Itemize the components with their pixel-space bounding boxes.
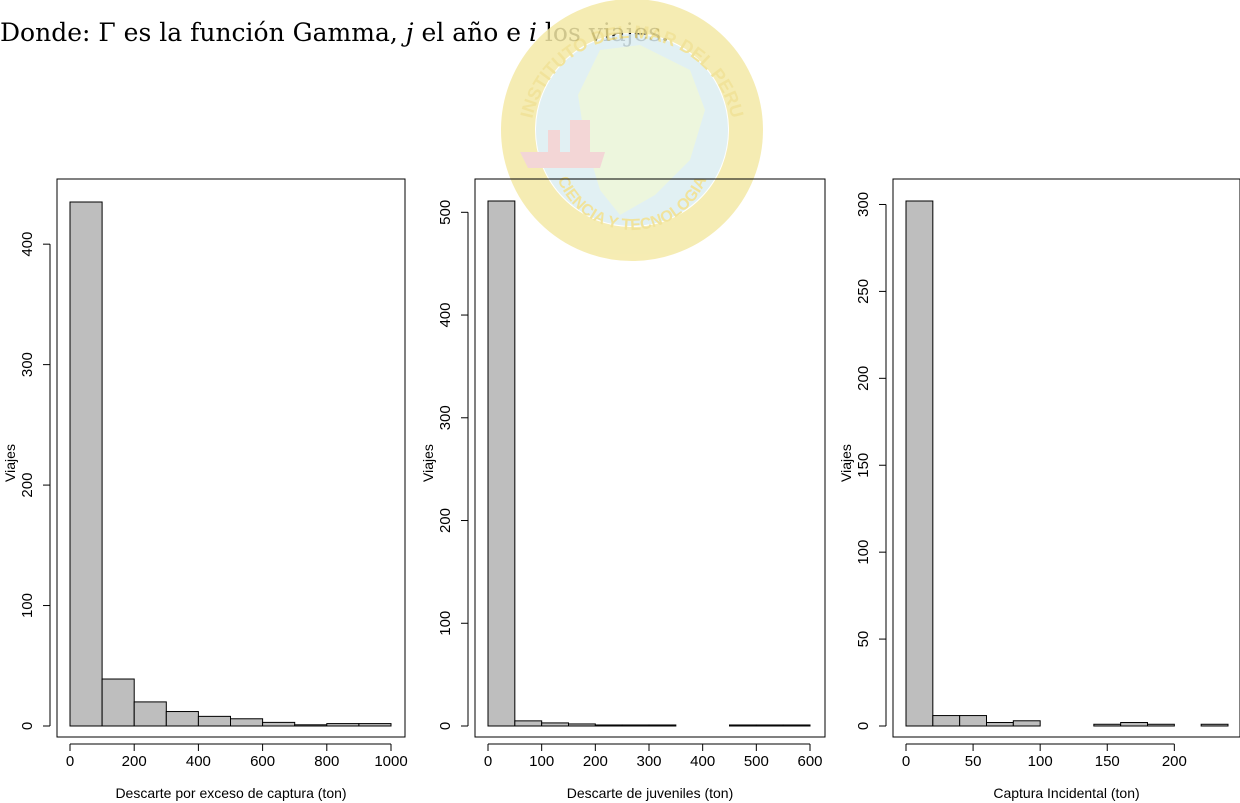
histogram-bar xyxy=(932,715,961,727)
y-tick-label: 100 xyxy=(437,611,454,636)
histogram-bar xyxy=(230,718,264,727)
histogram-bar xyxy=(487,200,516,727)
histogram-bar xyxy=(755,724,784,727)
histogram-bar xyxy=(1093,723,1122,727)
logo-ring xyxy=(501,0,763,261)
x-tick-label: 150 xyxy=(1095,753,1120,770)
histogram-bar xyxy=(905,200,934,727)
histogram-bar xyxy=(262,721,296,727)
x-tick-label: 300 xyxy=(636,753,661,770)
histogram-bar xyxy=(197,715,231,727)
histogram-bar xyxy=(648,724,677,727)
y-tick-label: 300 xyxy=(855,192,872,217)
y-tick-label: 200 xyxy=(855,366,872,391)
histogram-bar xyxy=(294,724,328,727)
logo-ship-deck xyxy=(548,120,590,152)
y-tick-label: 300 xyxy=(19,352,36,377)
x-tick-label: 0 xyxy=(484,753,492,770)
y-tick-label: 50 xyxy=(855,631,872,648)
text-segment: Donde: xyxy=(0,18,99,47)
x-axis-label: Descarte por exceso de captura (ton) xyxy=(115,785,346,801)
text-segment: es la función Gamma, xyxy=(115,18,406,47)
logo-map-shape xyxy=(578,45,705,215)
text-segment: el año e xyxy=(413,18,529,47)
y-tick-label: 400 xyxy=(19,232,36,257)
x-tick-label: 600 xyxy=(250,753,275,770)
x-tick-label: 50 xyxy=(965,753,982,770)
plot-frame xyxy=(892,178,1240,738)
y-axis-label: Viajes xyxy=(420,444,436,482)
x-tick-label: 1000 xyxy=(374,753,407,770)
plot-frame xyxy=(474,178,826,738)
x-tick-label: 200 xyxy=(122,753,147,770)
x-tick-label: 200 xyxy=(1162,753,1187,770)
x-tick-label: 400 xyxy=(690,753,715,770)
y-tick-label: 100 xyxy=(855,540,872,565)
histogram-bar xyxy=(1147,723,1175,727)
histogram-bar xyxy=(568,723,596,727)
y-tick-label: 500 xyxy=(437,200,454,225)
y-tick-label: 0 xyxy=(437,722,454,730)
y-tick-label: 100 xyxy=(19,593,36,618)
y-tick-label: 300 xyxy=(437,405,454,430)
histogram-panel-3: 0 50 100 150 200 Captura Incidental (ton) 0 50 1… xyxy=(838,178,1240,801)
histogram-bar xyxy=(514,720,543,727)
x-tick-label: 800 xyxy=(314,753,339,770)
logo-ship-hull xyxy=(520,152,605,168)
histogram-bar xyxy=(782,724,811,727)
x-tick-label: 0 xyxy=(66,753,74,770)
histogram-bar xyxy=(1120,722,1148,727)
variable-j: j xyxy=(405,18,414,47)
x-tick-label: 0 xyxy=(902,753,910,770)
y-tick-label: 0 xyxy=(19,722,36,730)
histogram-bar xyxy=(986,722,1014,727)
x-tick-label: 200 xyxy=(583,753,608,770)
histogram-bar xyxy=(729,724,757,727)
histogram-bar xyxy=(594,724,623,727)
plot-frame xyxy=(56,178,406,738)
x-axis-label: Captura Incidental (ton) xyxy=(993,785,1139,801)
y-tick-label: 150 xyxy=(855,453,872,478)
histogram-bar xyxy=(101,678,135,727)
x-tick-label: 400 xyxy=(186,753,211,770)
y-tick-label: 200 xyxy=(437,508,454,533)
histogram-bar xyxy=(133,701,167,727)
x-tick-label: 100 xyxy=(1028,753,1053,770)
histogram-bar xyxy=(69,201,103,727)
y-tick-label: 250 xyxy=(855,279,872,304)
institute-logo-watermark: INSTITUTO DEL MAR DEL PERU CIENCIA Y TEC… xyxy=(501,0,763,261)
x-tick-label: 100 xyxy=(529,753,554,770)
histogram-bar xyxy=(165,711,199,727)
histogram-bar xyxy=(621,724,650,727)
y-axis-label: Viajes xyxy=(838,444,854,482)
histogram-bar xyxy=(358,723,392,727)
y-axis-label: Viajes xyxy=(2,444,18,482)
x-tick-label: 600 xyxy=(797,753,822,770)
x-axis-label: Descarte de juveniles (ton) xyxy=(567,785,734,801)
y-tick-label: 400 xyxy=(437,303,454,328)
y-tick-label: 0 xyxy=(855,722,872,730)
histogram-bar xyxy=(1012,720,1041,727)
histogram-bar xyxy=(541,722,570,727)
histogram-panel-2: 0 100 200 300 400 500 600 Descarte de juveniles… xyxy=(420,178,826,801)
variable-i: i xyxy=(528,18,537,47)
gamma-symbol: Γ xyxy=(98,18,116,47)
y-tick-label: 200 xyxy=(19,473,36,498)
x-tick-label: 500 xyxy=(744,753,769,770)
histogram-bar xyxy=(326,723,360,727)
histogram-bar xyxy=(1200,723,1229,727)
histogram-bar xyxy=(959,715,988,727)
